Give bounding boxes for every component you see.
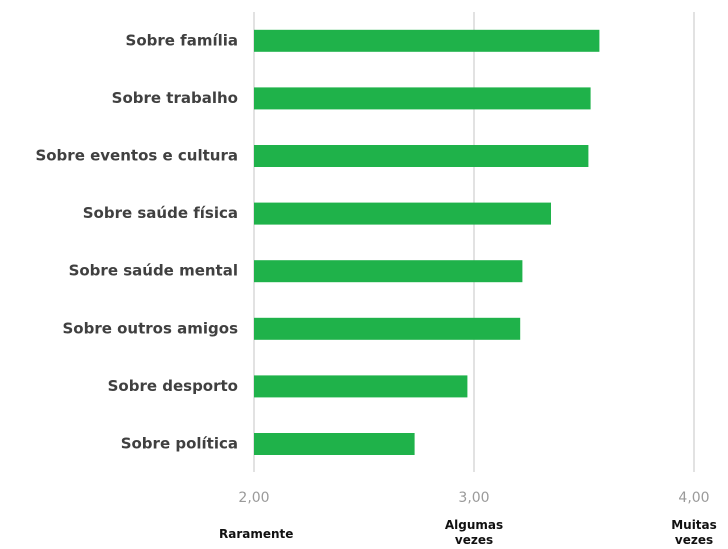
bar: [254, 375, 468, 398]
y-tick-label: Sobre família: [126, 31, 238, 49]
bar: [254, 260, 523, 283]
y-tick-label: Sobre outros amigos: [62, 319, 238, 337]
y-tick-label: Sobre eventos e cultura: [35, 147, 238, 165]
y-tick-label: Sobre política: [121, 435, 238, 453]
bar: [254, 29, 600, 52]
axis-descriptor: Muitas vezes: [671, 518, 717, 547]
x-tick-label: 2,00: [238, 490, 269, 506]
axis-descriptor: Raramente: [219, 527, 294, 541]
bar: [254, 433, 415, 455]
x-tick-label: 4,00: [678, 490, 709, 506]
x-tick-label: 3,00: [458, 490, 489, 506]
y-tick-label: Sobre saúde mental: [69, 262, 238, 280]
bar: [254, 145, 589, 167]
bar: [254, 202, 551, 225]
bar: [254, 317, 521, 340]
y-tick-label: Sobre trabalho: [112, 89, 238, 107]
y-tick-label: Sobre saúde física: [83, 204, 238, 222]
axis-descriptor: Algumas vezes: [444, 518, 504, 547]
y-tick-label: Sobre desporto: [108, 377, 238, 395]
bar: [254, 87, 591, 110]
